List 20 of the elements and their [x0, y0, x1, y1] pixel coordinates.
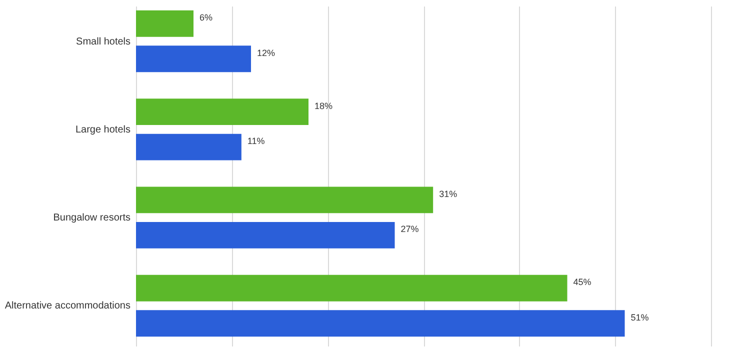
data-label: 18%: [314, 100, 333, 111]
y-tick-label: Large hotels: [75, 124, 130, 136]
y-tick-label: Small hotels: [76, 36, 130, 48]
data-label: 6%: [200, 12, 213, 23]
data-label: 11%: [247, 136, 265, 146]
bar: [136, 186, 434, 214]
bar: [136, 222, 395, 248]
data-label: 45%: [573, 277, 592, 288]
data-label: 27%: [400, 224, 419, 234]
bar: [136, 310, 625, 337]
bar: [136, 98, 308, 126]
y-tick-label: Bungalow resorts: [53, 212, 130, 224]
bar: [136, 46, 251, 72]
data-label: 31%: [439, 188, 458, 199]
data-label: 51%: [630, 312, 649, 322]
y-tick-label: Alternative accommodations: [4, 300, 130, 312]
bar: [136, 274, 568, 302]
bar: [136, 134, 242, 160]
bar: [136, 10, 194, 37]
data-label: 12%: [257, 48, 276, 58]
